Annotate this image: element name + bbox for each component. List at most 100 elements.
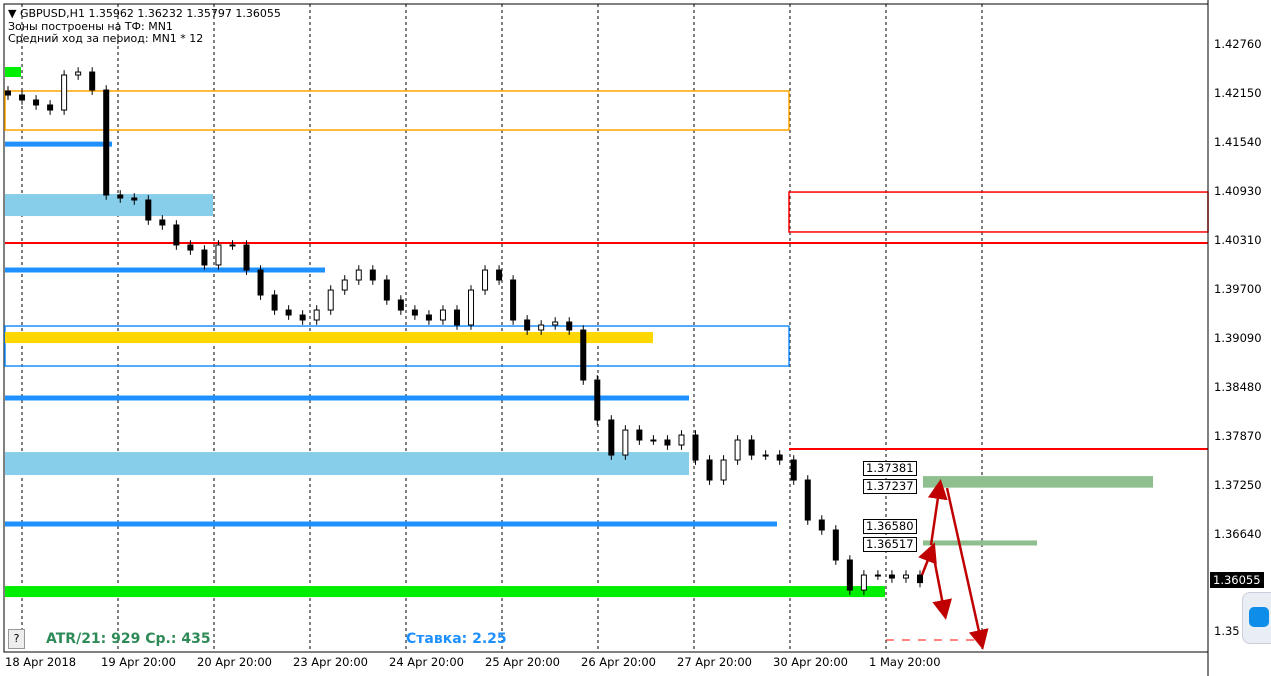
candle-body	[257, 269, 264, 296]
candle-body	[566, 321, 573, 331]
x-tick-label: 18 Apr 2018	[5, 655, 77, 669]
candle-body	[145, 199, 152, 221]
y-tick-label: 1.40310	[1214, 233, 1262, 247]
candle-body	[383, 279, 390, 301]
candle-body	[369, 269, 376, 281]
candle-body	[776, 454, 783, 461]
y-tick-label: 1.38480	[1214, 380, 1262, 394]
candle-body	[229, 244, 236, 247]
help-button[interactable]: ?	[8, 629, 25, 649]
candle-body	[748, 439, 755, 456]
forecast-arrow	[945, 487, 989, 650]
candle-body	[524, 319, 531, 331]
candle-body	[734, 439, 741, 461]
candle-body	[678, 434, 685, 446]
candle-body	[917, 574, 923, 584]
teamviewer-icon	[1249, 607, 1269, 627]
y-tick-label: 1.36640	[1214, 527, 1262, 541]
teamviewer-widget[interactable]	[1242, 592, 1271, 644]
level-label: 1.37237	[863, 479, 917, 494]
candle-body	[692, 434, 699, 461]
candle-body	[341, 279, 348, 291]
candle-body	[902, 574, 909, 579]
candle-body	[215, 244, 222, 266]
x-tick-label: 26 Apr 20:00	[581, 655, 656, 669]
candle-body	[19, 94, 26, 101]
candle-body	[61, 74, 68, 111]
zone-box	[788, 191, 1209, 233]
zones-line: Зоны построены на ТФ: MN1	[8, 20, 173, 33]
plot-frame	[3, 3, 1209, 653]
rate-text: Ставка: 2.25	[406, 631, 507, 647]
candle-body	[355, 269, 362, 281]
forecast-arrow	[927, 479, 948, 546]
x-tick-label: 20 Apr 20:00	[197, 655, 272, 669]
candle-body	[47, 104, 54, 111]
candle-body	[552, 321, 559, 326]
candle-body	[482, 269, 489, 291]
y-tick-label: 1.39700	[1214, 282, 1262, 296]
zone-box	[4, 325, 790, 367]
y-tick-label: 1.40930	[1214, 184, 1262, 198]
zone-fill	[5, 452, 689, 476]
candle-body	[636, 429, 643, 441]
candle-body	[720, 459, 727, 481]
symbol-text: GBPUSD,H1 1.35962 1.36232 1.35797 1.3605…	[19, 7, 281, 20]
y-tick-label: 1.35	[1214, 624, 1240, 638]
candle-body	[439, 309, 446, 321]
zone-fill	[5, 332, 653, 344]
candle-body	[201, 249, 208, 266]
candle-body	[131, 197, 138, 201]
zone-fill	[5, 66, 21, 78]
candle-body	[608, 419, 615, 456]
zone-fill	[5, 194, 213, 217]
atr-text: ATR/21: 929 Ср.: 435	[46, 631, 211, 647]
y-tick-label: 1.39090	[1214, 331, 1262, 345]
candle-body	[103, 89, 110, 196]
candle-body	[594, 379, 601, 421]
candle-body	[159, 219, 166, 226]
candle-body	[468, 289, 475, 326]
x-tick-label: 27 Apr 20:00	[677, 655, 752, 669]
candle-body	[664, 439, 671, 446]
avg-line: Средний ход за период: MN1 * 12	[8, 32, 204, 45]
candle-body	[33, 99, 40, 106]
candle-body	[496, 269, 503, 281]
y-tick-label: 1.42150	[1214, 86, 1262, 100]
candle-body	[510, 279, 517, 321]
symbol-line: ▼ GBPUSD,H1 1.35962 1.36232 1.35797 1.36…	[8, 7, 281, 20]
candle-body	[453, 309, 460, 326]
candle-body	[846, 559, 853, 591]
candle-body	[89, 71, 96, 91]
candle-body	[790, 459, 797, 481]
y-tick-label: 1.37870	[1214, 429, 1262, 443]
zone-box	[4, 90, 790, 131]
candle-body	[762, 454, 769, 457]
x-tick-label: 24 Apr 20:00	[389, 655, 464, 669]
candle-body	[187, 244, 194, 251]
candle-body	[313, 309, 320, 321]
x-tick-label: 25 Apr 20:00	[485, 655, 560, 669]
level-label: 1.36517	[863, 537, 917, 552]
candle-body	[173, 224, 180, 246]
current-price-label: 1.36055	[1210, 572, 1264, 588]
x-tick-label: 23 Apr 20:00	[293, 655, 368, 669]
forecast-arrow	[930, 547, 952, 620]
y-tick-label: 1.41540	[1214, 135, 1262, 149]
candle-body	[650, 439, 657, 442]
candle-body	[243, 244, 250, 271]
candle-body	[397, 299, 404, 311]
zone-fill	[5, 586, 885, 598]
candle-body	[622, 429, 629, 456]
forecast-arrow	[918, 542, 937, 576]
candle-body	[117, 194, 124, 199]
candle-body	[75, 71, 82, 76]
y-tick-label: 1.42760	[1214, 37, 1262, 51]
candle-body	[538, 324, 545, 331]
candle-body	[5, 90, 11, 96]
candle-body	[285, 309, 292, 316]
zone-fill	[923, 540, 1037, 546]
y-tick-label: 1.37250	[1214, 478, 1262, 492]
zone-fill	[923, 476, 1153, 488]
